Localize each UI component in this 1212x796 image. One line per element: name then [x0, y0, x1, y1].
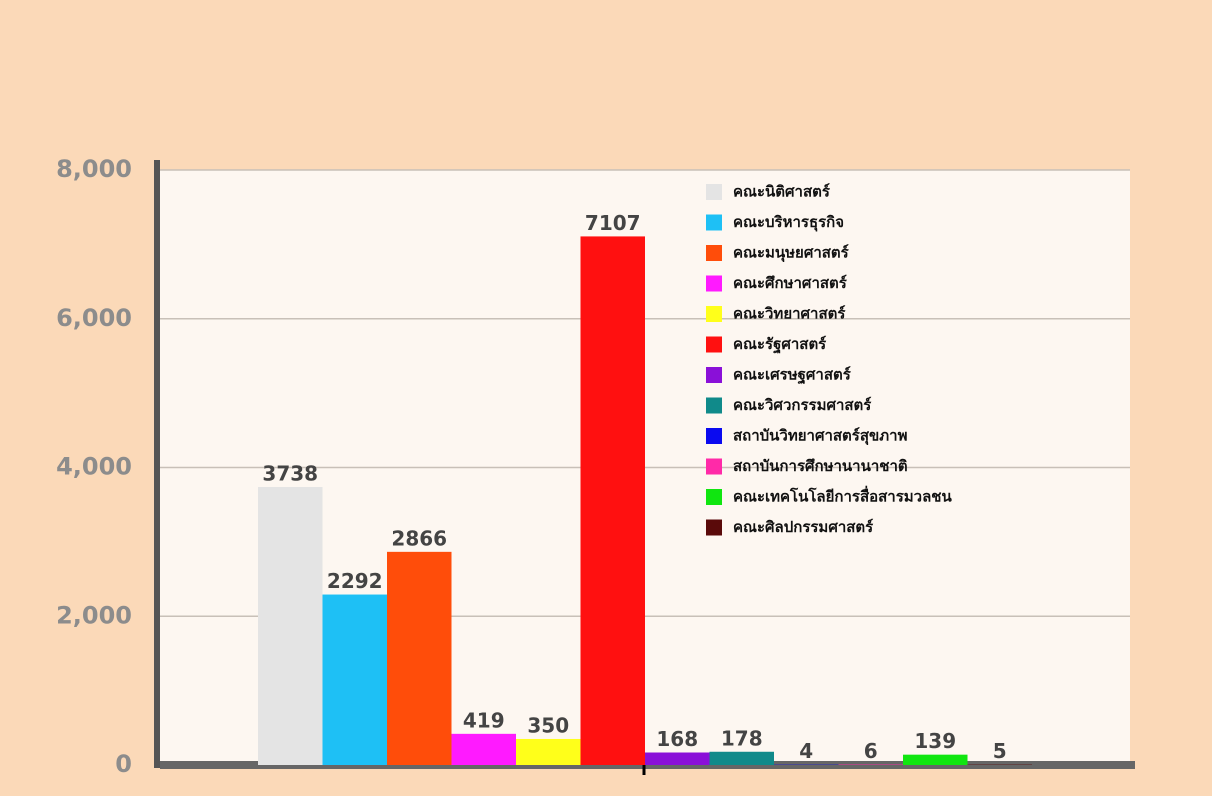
value-label: 7107 [585, 211, 641, 235]
legend-label: คณะวิศวกรรมศาสตร์ [733, 396, 872, 414]
legend-swatch [706, 397, 722, 414]
legend-label: คณะนิติศาสตร์ [733, 183, 831, 201]
legend-label: สถาบันการศึกษานานาชาติ [733, 457, 908, 475]
bar [709, 751, 774, 765]
value-label: 3738 [262, 461, 318, 485]
legend-label: คณะเศรษฐศาสตร์ [733, 366, 852, 385]
bar [387, 551, 452, 765]
value-label: 168 [656, 727, 698, 751]
legend-swatch [706, 306, 722, 322]
y-axis-wall [154, 160, 160, 768]
legend-label: คณะศิลปกรรมศาสตร์ [733, 518, 874, 536]
bar [322, 594, 387, 765]
bar [645, 752, 710, 765]
legend-swatch [706, 245, 722, 261]
legend-swatch [706, 428, 722, 444]
y-tick-label: 0 [115, 750, 132, 778]
bar [451, 733, 516, 765]
legend-label: สถาบันวิทยาศาสตร์สุขภาพ [733, 427, 908, 446]
legend-label: คณะบริหารธุรกิจ [733, 213, 844, 232]
value-label: 4 [799, 739, 813, 763]
bar [903, 754, 968, 765]
y-tick-label: 6,000 [56, 304, 132, 332]
legend-swatch [706, 367, 722, 383]
legend-label: คณะศึกษาศาสตร์ [733, 274, 848, 292]
legend-swatch [706, 489, 722, 505]
y-tick-label: 2,000 [56, 601, 132, 629]
legend-swatch [706, 336, 722, 353]
legend-swatch [706, 519, 722, 536]
value-label: 139 [914, 729, 956, 753]
y-tick-label: 4,000 [56, 453, 132, 481]
bar [580, 236, 645, 765]
bar [258, 486, 323, 765]
value-label: 5 [993, 739, 1007, 763]
legend-label: คณะรัฐศาสตร์ [733, 335, 827, 354]
value-label: 419 [463, 708, 505, 732]
legend-swatch [706, 275, 722, 292]
legend-label: คณะมนุษยศาสตร์ [733, 244, 850, 263]
value-label: 6 [864, 739, 878, 763]
y-tick-label: 8,000 [56, 155, 132, 183]
legend-swatch [706, 458, 722, 475]
bar [516, 738, 581, 765]
value-label: 178 [721, 726, 763, 750]
value-label: 2292 [327, 569, 383, 593]
value-label: 350 [527, 713, 569, 737]
legend-label: คณะวิทยาศาสตร์ [733, 305, 846, 323]
legend-swatch [706, 184, 722, 200]
legend-swatch [706, 214, 722, 231]
legend-label: คณะเทคโนโลยีการสื่อสารมวลชน [733, 486, 952, 506]
value-label: 2866 [391, 526, 447, 550]
